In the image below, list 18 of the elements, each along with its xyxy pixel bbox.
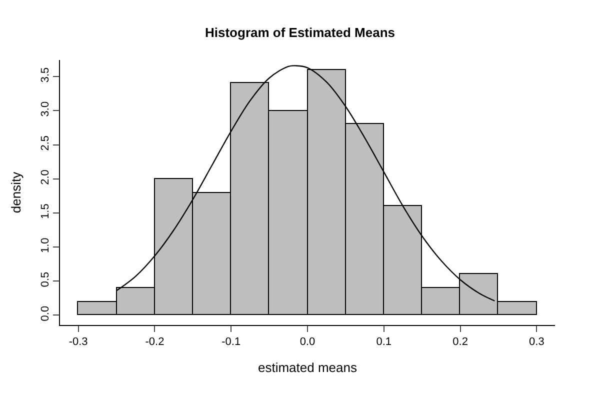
x-tick-label: -0.3 [68,336,88,348]
y-tick-label: 0.5 [40,272,52,288]
x-tick-label: 0.3 [529,336,544,348]
x-tick-label: 0.2 [452,336,468,348]
y-tick-label: 3.0 [40,101,52,117]
y-tick-label: 0.0 [40,306,52,322]
y-axis-title: density [8,171,24,214]
x-axis-title: estimated means [258,360,358,375]
y-tick-label: 2.5 [40,135,52,151]
x-tick-label: 0.1 [376,336,392,348]
y-tick-label: 1.5 [40,204,52,219]
x-tick-label: -0.1 [222,336,241,348]
y-tick-label: 3.5 [40,67,52,83]
x-tick-label: -0.2 [145,336,164,348]
x-tick-label: 0.0 [300,336,316,348]
y-tick-label: 2.0 [40,170,52,185]
y-tick-label: 1.0 [40,238,52,254]
chart-title: Histogram of Estimated Means [205,25,395,40]
